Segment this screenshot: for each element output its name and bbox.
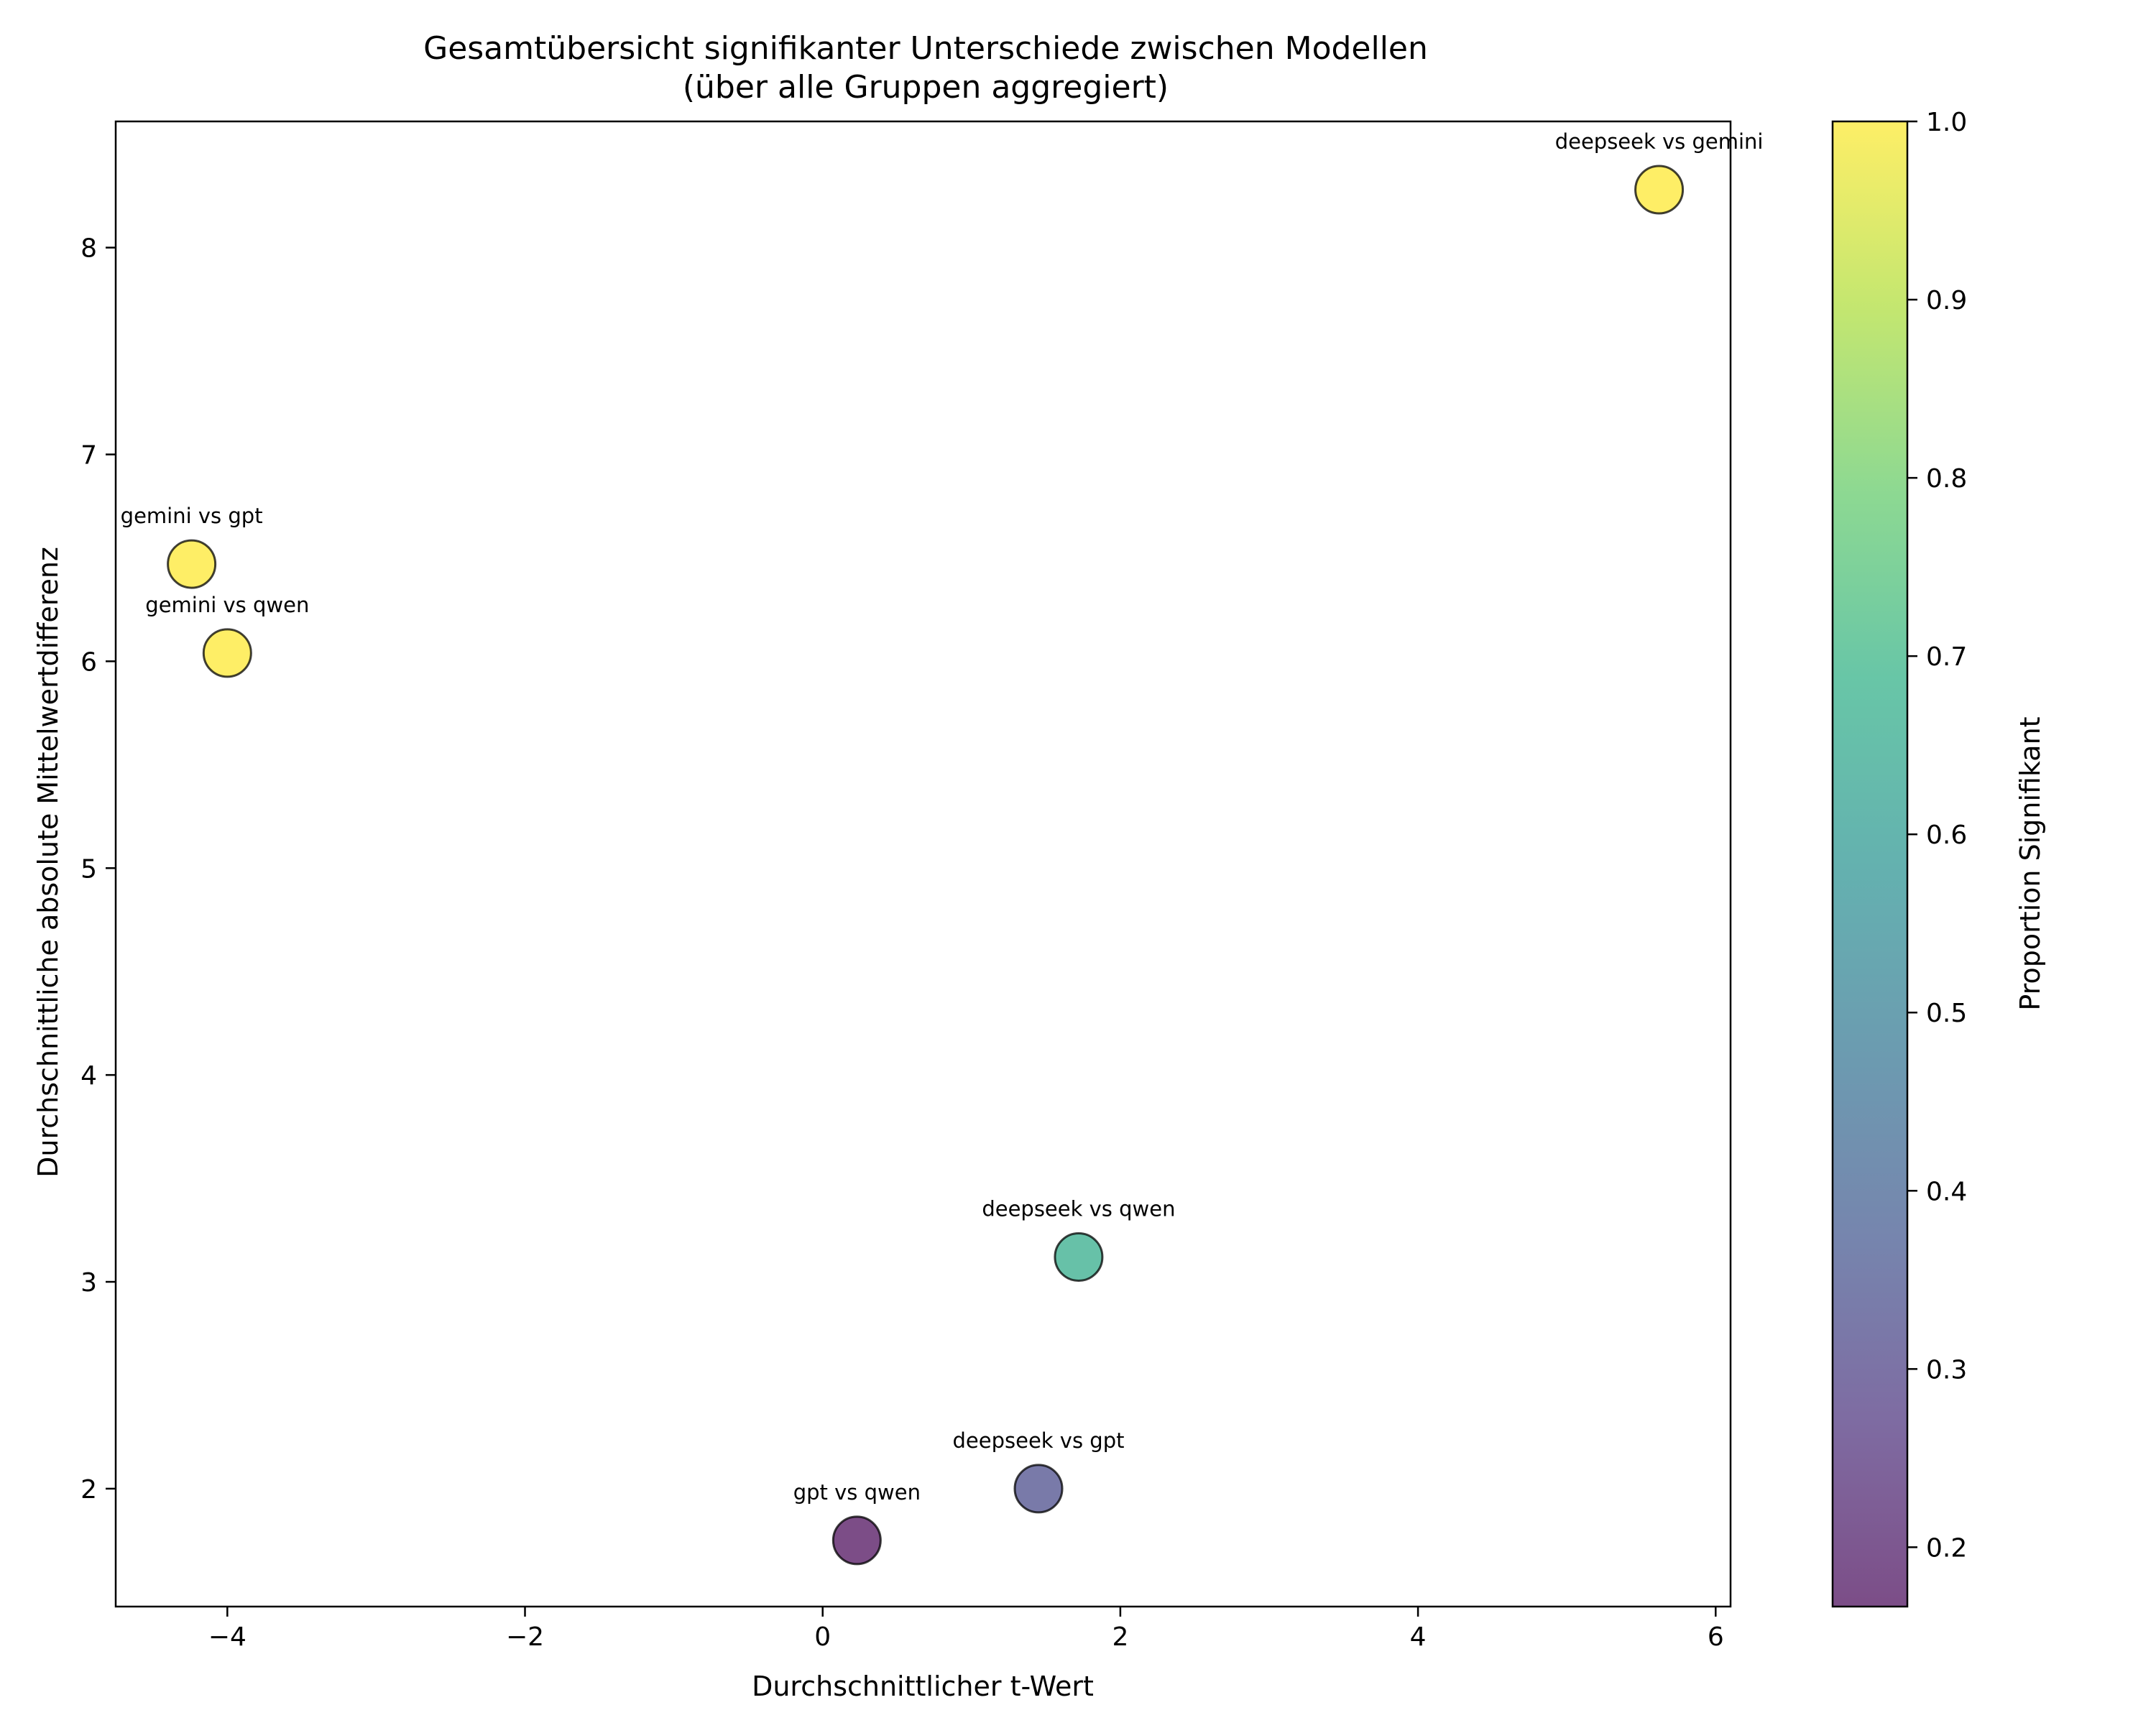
y-tick: 2: [80, 1475, 116, 1505]
chart-subtitle: (über alle Gruppen aggregiert): [683, 69, 1169, 106]
y-tick-label: 4: [80, 1061, 97, 1091]
colorbar-tick-label: 0.5: [1926, 999, 1967, 1028]
colorbar-tick-label: 1.0: [1926, 108, 1967, 137]
x-tick: 4: [1410, 1607, 1427, 1652]
colorbar-tick-label: 0.7: [1926, 642, 1967, 672]
data-point: [167, 539, 217, 589]
y-tick-label: 8: [80, 234, 97, 264]
colorbar-axis: 0.2 0.3 0.4 0.5 0.6 0.7 0.8 0.9 1.0: [1907, 108, 1967, 1563]
x-tick: 6: [1708, 1607, 1724, 1652]
colorbar-tick: 0.6: [1907, 821, 1967, 850]
y-tick: 8: [80, 234, 116, 264]
colorbar-tick: 1.0: [1907, 108, 1967, 137]
data-point: [202, 628, 252, 678]
colorbar-tick: 0.3: [1907, 1355, 1967, 1385]
y-axis: 2 3 4 5 6 7 8: [80, 234, 116, 1505]
data-point: [1634, 165, 1685, 215]
y-tick-label: 7: [80, 440, 97, 470]
colorbar-tick: 0.8: [1907, 464, 1967, 494]
y-tick: 7: [80, 440, 116, 470]
x-tick: −2: [506, 1607, 544, 1652]
x-axis-label: Durchschnittlicher t-Wert: [752, 1671, 1094, 1702]
x-tick-label: 2: [1112, 1622, 1128, 1652]
point-label: gemini vs qwen: [145, 593, 309, 617]
point-label: deepseek vs qwen: [982, 1196, 1175, 1221]
colorbar-tick-label: 0.3: [1926, 1355, 1967, 1385]
y-tick-label: 2: [80, 1475, 97, 1505]
y-tick: 3: [80, 1268, 116, 1298]
y-tick: 6: [80, 647, 116, 677]
x-tick-label: −4: [208, 1622, 247, 1652]
data-points: [167, 165, 1685, 1566]
point-labels: deepseek vs gemini gemini vs gpt gemini vs…: [121, 129, 1764, 1505]
colorbar-tick: 0.5: [1907, 999, 1967, 1028]
colorbar-tick: 0.4: [1907, 1177, 1967, 1206]
data-point: [1054, 1232, 1104, 1282]
colorbar-tick: 0.9: [1907, 286, 1967, 315]
x-tick-label: 4: [1410, 1622, 1427, 1652]
point-label: deepseek vs gpt: [953, 1428, 1125, 1453]
x-tick: 0: [814, 1607, 831, 1652]
colorbar-tick-label: 0.2: [1926, 1533, 1967, 1563]
y-tick: 4: [80, 1061, 116, 1091]
y-tick-label: 3: [80, 1268, 97, 1298]
colorbar-tick-label: 0.9: [1926, 286, 1967, 315]
point-label: gemini vs gpt: [121, 504, 263, 528]
x-axis: −4 −2 0 2 4 6: [208, 1607, 1724, 1652]
x-tick: 2: [1112, 1607, 1128, 1652]
y-tick-label: 6: [80, 647, 97, 677]
data-point: [1013, 1464, 1064, 1514]
colorbar-tick-label: 0.8: [1926, 464, 1967, 494]
colorbar-tick: 0.7: [1907, 642, 1967, 672]
x-tick-label: −2: [506, 1622, 544, 1652]
data-point: [831, 1515, 882, 1566]
colorbar-tick-label: 0.4: [1926, 1177, 1967, 1206]
y-axis-label: Durchschnittliche absolute Mittelwertdif…: [32, 547, 64, 1178]
colorbar-tick-label: 0.6: [1926, 821, 1967, 850]
colorbar-tick: 0.2: [1907, 1533, 1967, 1563]
point-label: gpt vs qwen: [793, 1480, 921, 1505]
point-label: deepseek vs gemini: [1555, 129, 1764, 154]
x-tick: −4: [208, 1607, 247, 1652]
y-tick-label: 5: [80, 854, 97, 884]
x-tick-label: 0: [814, 1622, 831, 1652]
y-tick: 5: [80, 854, 116, 884]
plot-area-frame: [114, 120, 1732, 1608]
colorbar-label: Proportion Signifikant: [2014, 716, 2046, 1010]
chart-title: Gesamtübersicht signifikanter Unterschie…: [423, 30, 1428, 67]
x-tick-label: 6: [1708, 1622, 1724, 1652]
colorbar: [1831, 120, 1909, 1608]
